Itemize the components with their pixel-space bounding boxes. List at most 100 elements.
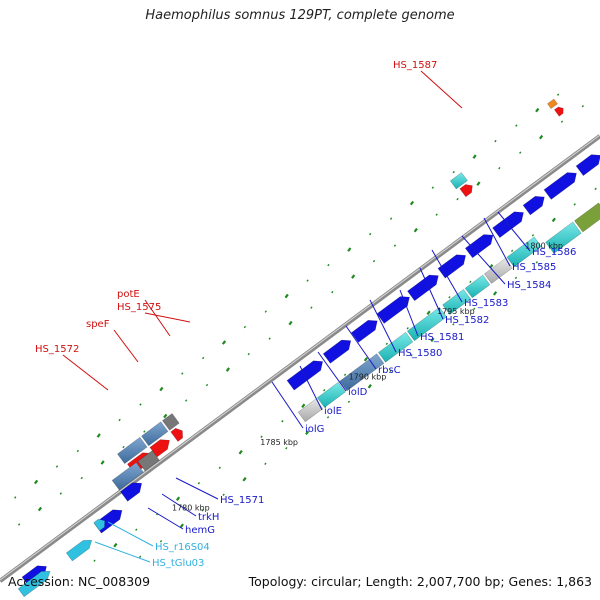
leader-line xyxy=(461,235,506,285)
cds-forward xyxy=(120,482,143,502)
tick-mark xyxy=(510,249,514,253)
tick-mark xyxy=(113,542,118,548)
tick-mark xyxy=(581,104,585,108)
tick-mark xyxy=(118,418,121,422)
gene-label-HS_1580: HS_1580 xyxy=(398,348,442,359)
cds-block xyxy=(406,306,448,342)
gene-label-trkH: trkH xyxy=(198,512,219,523)
cds-forward xyxy=(543,172,577,200)
genome-backbone xyxy=(0,134,600,583)
tick-mark xyxy=(205,383,209,387)
tick-mark xyxy=(326,416,330,419)
gene-label-iolG: iolG xyxy=(305,424,324,435)
tick-mark xyxy=(535,261,539,264)
tick-mark xyxy=(247,352,250,356)
tick-mark xyxy=(347,247,352,252)
map-title: Haemophilus somnus 129PT, complete genom… xyxy=(145,8,455,23)
tick-mark xyxy=(260,435,263,438)
leader-line xyxy=(62,354,109,391)
tick-mark xyxy=(393,244,397,247)
gene-label-iolE: iolE xyxy=(324,406,342,417)
tick-mark xyxy=(372,259,376,263)
cds-block xyxy=(141,421,169,447)
tick-mark xyxy=(472,154,477,159)
tick-mark xyxy=(409,200,415,206)
leader-line xyxy=(113,329,139,363)
tick-mark xyxy=(225,367,230,372)
gene-label-iolD: iolD xyxy=(348,387,368,398)
tick-mark xyxy=(452,323,455,326)
cds-block xyxy=(377,331,414,363)
tick-mark xyxy=(17,523,21,526)
leader-line xyxy=(369,299,397,353)
cds-block xyxy=(137,450,160,472)
tick-mark xyxy=(93,559,96,562)
tick-mark xyxy=(14,496,17,499)
cds-reverse xyxy=(553,106,564,117)
leader-line xyxy=(94,541,151,563)
tick-mark xyxy=(143,430,146,433)
tick-mark xyxy=(159,540,163,543)
tick-mark xyxy=(514,276,518,280)
tick-mark xyxy=(343,373,347,376)
tick-mark xyxy=(175,496,181,501)
gene-label-HS_1571: HS_1571 xyxy=(220,495,264,506)
tick-mark xyxy=(519,151,522,154)
gene-labels: 1780 kbp 1785 kbp 1790 kbp 1795 kbp 1800 kbp… xyxy=(35,60,576,569)
cds-forward xyxy=(350,319,378,343)
leader-line xyxy=(317,351,347,392)
cds-block xyxy=(442,288,472,315)
cds-block xyxy=(161,413,180,431)
tick-mark xyxy=(385,342,388,346)
cds-block xyxy=(574,202,600,233)
tick-mark xyxy=(179,523,184,528)
leader-line xyxy=(271,381,304,429)
tick-mark xyxy=(301,403,306,409)
kbp-tick-label: 1785 kbp xyxy=(260,438,298,447)
gene-label-hemG: hemG xyxy=(185,525,215,536)
tick-mark xyxy=(218,466,221,469)
tick-mark xyxy=(515,124,518,127)
tick-mark xyxy=(493,291,498,296)
gene-label-potE: potE xyxy=(117,289,140,300)
tick-mark xyxy=(242,476,247,482)
tick-mark xyxy=(238,449,243,455)
label-leaders xyxy=(62,70,531,563)
leader-line xyxy=(175,477,219,500)
gene-label-HS_1581: HS_1581 xyxy=(420,332,464,343)
tick-mark xyxy=(34,479,39,485)
tick-mark xyxy=(138,555,142,558)
cds-block xyxy=(111,462,144,491)
gene-label-HS_1584: HS_1584 xyxy=(507,280,551,291)
tick-mark xyxy=(551,217,556,223)
tick-mark xyxy=(285,447,288,450)
gene-label-HS_1587: HS_1587 xyxy=(393,60,437,71)
tick-mark xyxy=(243,325,247,329)
kbp-tick-label: 1790 kbp xyxy=(349,373,387,382)
cds-block xyxy=(316,381,346,408)
tick-mark xyxy=(264,310,267,313)
cds-block xyxy=(297,398,324,423)
cds-forward xyxy=(407,274,439,302)
gene-label-HS_1583: HS_1583 xyxy=(464,298,508,309)
leader-line xyxy=(345,325,377,370)
tick-mark xyxy=(367,384,372,389)
cds-forward xyxy=(522,195,545,216)
cds-reverse xyxy=(170,427,184,442)
tick-mark xyxy=(539,134,544,140)
tick-mark xyxy=(431,186,434,189)
tick-mark xyxy=(435,213,438,216)
tick-mark xyxy=(184,399,188,402)
cds-forward xyxy=(437,254,467,279)
tick-mark xyxy=(347,400,351,404)
cds-forward xyxy=(575,154,600,177)
tick-mark xyxy=(556,93,560,96)
cds-forward xyxy=(322,339,352,364)
leader-line xyxy=(147,507,184,530)
tick-mark xyxy=(363,357,369,362)
tick-mark xyxy=(413,227,418,233)
tick-mark xyxy=(498,166,501,170)
leader-line xyxy=(483,217,511,267)
tick-mark xyxy=(310,306,313,309)
gene-label-HS_1582: HS_1582 xyxy=(445,315,489,326)
